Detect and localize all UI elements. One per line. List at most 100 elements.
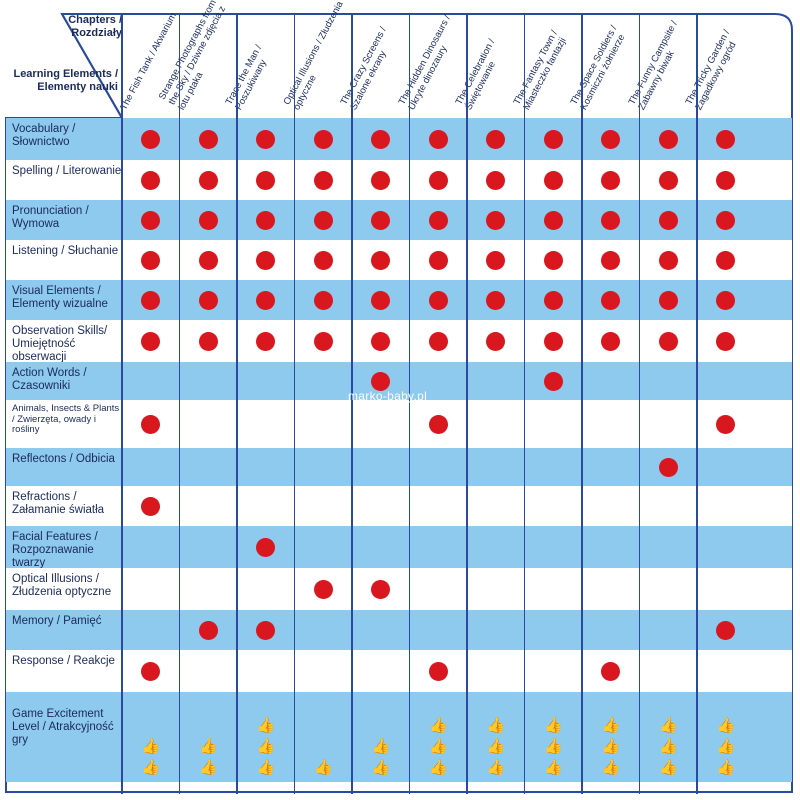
thumbs-up-icon: 👍 [716, 738, 736, 755]
mark-dot [601, 250, 621, 270]
mark-dot [256, 620, 276, 640]
mark-dot [428, 331, 448, 351]
mark-dot [198, 331, 218, 351]
mark-dot [371, 579, 391, 599]
mark-dot [601, 331, 621, 351]
mark-dot [658, 290, 678, 310]
header-divider [178, 14, 181, 118]
mark-dot [601, 661, 621, 681]
table-row: Animals, Insects & Plants / Zwierzęta, o… [6, 400, 792, 448]
thumbs-up-icon: 👍 [256, 759, 276, 776]
table-row: Refractions / Załamanie światła [6, 486, 792, 526]
thumbs-up-icon: 👍 [371, 738, 391, 755]
mark-dot [716, 620, 736, 640]
mark-dot [313, 170, 333, 190]
mark-dot [313, 129, 333, 149]
table-row: Response / Reakcje [6, 650, 792, 692]
mark-dot [198, 170, 218, 190]
column-divider [121, 118, 123, 794]
column-divider [638, 118, 641, 794]
mark-dot [256, 331, 276, 351]
row-label: Response / Reakcje [12, 655, 115, 667]
mark-dot [716, 250, 736, 270]
mark-dot [371, 129, 391, 149]
thumbs-up-icon: 👍 [716, 717, 736, 734]
header-divider [638, 14, 641, 118]
thumbs-up-icon: 👍 [199, 738, 218, 755]
mark-dot [371, 331, 391, 351]
mark-dot [601, 210, 621, 230]
mark-dot [543, 129, 563, 149]
header-divider [408, 14, 411, 118]
mark-dot [371, 250, 391, 270]
mark-dot [371, 210, 391, 230]
mark-dot [601, 170, 621, 190]
header-divider [696, 14, 698, 118]
mark-dot [141, 496, 161, 516]
mark-dot [198, 250, 218, 270]
mark-dot [658, 170, 678, 190]
mark-dot [198, 129, 218, 149]
thumbs-up-icon: 👍 [429, 759, 448, 776]
mark-dot [371, 290, 391, 310]
table-row: Vocabulary / Słownictwo [6, 118, 792, 160]
mark-dot [141, 129, 161, 149]
thumbs-up-icon: 👍 [256, 717, 276, 734]
thumbs-up-icon: 👍 [429, 738, 448, 755]
mark-dot [371, 371, 391, 391]
mark-dot [716, 414, 736, 434]
header-divider [236, 14, 238, 118]
thumbs-up-icon: 👍 [544, 738, 563, 755]
table-row: Spelling / Literowanie [6, 160, 792, 200]
row-label: Animals, Insects & Plants / Zwierzęta, o… [12, 403, 120, 435]
mark-dot [543, 371, 563, 391]
mark-dot [658, 250, 678, 270]
table-row: Optical Illusions / Złudzenia optyczne [6, 568, 792, 610]
mark-dot [543, 290, 563, 310]
thumbs-up-icon: 👍 [141, 759, 161, 776]
mark-dot [198, 290, 218, 310]
thumbs-up-icon: 👍 [659, 759, 678, 776]
mark-dot [256, 129, 276, 149]
mark-dot [428, 170, 448, 190]
thumbs-up-icon: 👍 [486, 717, 506, 734]
column-divider [178, 118, 181, 794]
thumbs-up-icon: 👍 [486, 759, 506, 776]
mark-dot [313, 579, 333, 599]
mark-dot [141, 170, 161, 190]
mark-dot [428, 250, 448, 270]
column-divider [523, 118, 526, 794]
column-divider [236, 118, 238, 794]
mark-dot [543, 210, 563, 230]
mark-dot [141, 210, 161, 230]
mark-dot [428, 210, 448, 230]
mark-dot [256, 170, 276, 190]
thumbs-up-icon: 👍 [141, 738, 161, 755]
chapter-header: The Tricky Garden / Zagadkowy ogród [684, 0, 754, 118]
row-label: Pronunciation / Wymowa [12, 205, 89, 230]
mark-dot [256, 250, 276, 270]
mark-dot [486, 210, 506, 230]
mark-dot [486, 290, 506, 310]
row-label: Optical Illusions / Złudzenia optyczne [12, 573, 112, 598]
mark-dot [716, 170, 736, 190]
table-row: Memory / Pamięć [6, 610, 792, 650]
thumbs-up-icon: 👍 [601, 717, 621, 734]
mark-dot [601, 290, 621, 310]
mark-dot [716, 210, 736, 230]
excitement-row: Game Excitement Level / Atrakcyjność gry… [6, 692, 792, 782]
row-label: Game Excitement Level / Atrakcyjność gry [12, 708, 114, 746]
thumbs-up-icon: 👍 [429, 717, 448, 734]
mark-dot [198, 210, 218, 230]
mark-dot [141, 661, 161, 681]
column-divider [408, 118, 411, 794]
table-row: Observation Skills/ Umiejętność obserwac… [6, 320, 792, 363]
mark-dot [313, 210, 333, 230]
mark-dot [658, 210, 678, 230]
mark-dot [716, 129, 736, 149]
learning-elements-header-label: Learning Elements / Elementy nauki [13, 68, 118, 93]
mark-dot [543, 250, 563, 270]
header-divider [466, 14, 468, 118]
mark-dot [428, 129, 448, 149]
